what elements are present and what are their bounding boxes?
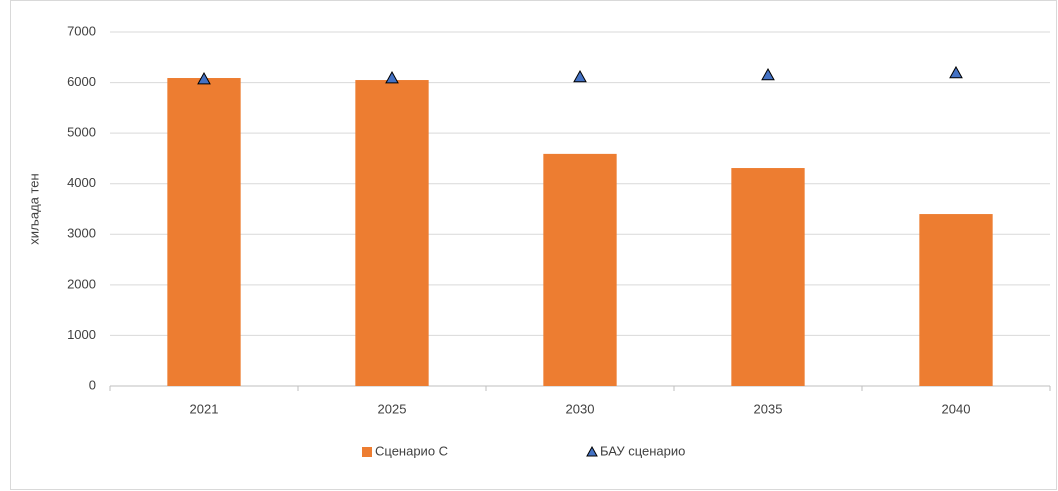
x-tick-label: 2025 (378, 401, 407, 416)
y-tick-label: 0 (89, 377, 96, 392)
legend-label: БАУ сценарио (600, 443, 685, 458)
y-tick-label: 7000 (67, 23, 96, 38)
marker (385, 70, 399, 84)
bar (543, 153, 617, 386)
x-tick-label: 2030 (566, 401, 595, 416)
marker (761, 67, 775, 81)
y-tick-label: 4000 (67, 175, 96, 190)
x-tick-label: 2021 (190, 401, 219, 416)
legend-swatch (362, 447, 372, 457)
y-tick-label: 1000 (67, 327, 96, 342)
bar (355, 80, 429, 387)
marker (949, 65, 963, 79)
marker (197, 72, 211, 85)
y-tick-label: 3000 (67, 226, 96, 241)
y-tick-label: 6000 (67, 74, 96, 89)
legend-swatch (586, 445, 598, 457)
bar (919, 214, 993, 386)
x-tick-label: 2035 (754, 401, 783, 416)
bar (731, 168, 805, 386)
legend-label: Сценарио С (375, 443, 448, 458)
y-tick-label: 5000 (67, 125, 96, 140)
bar (167, 78, 241, 387)
marker (573, 69, 587, 83)
y-tick-label: 2000 (67, 276, 96, 291)
y-axis-label: хиљада тен (26, 173, 41, 244)
x-tick-label: 2040 (942, 401, 971, 416)
